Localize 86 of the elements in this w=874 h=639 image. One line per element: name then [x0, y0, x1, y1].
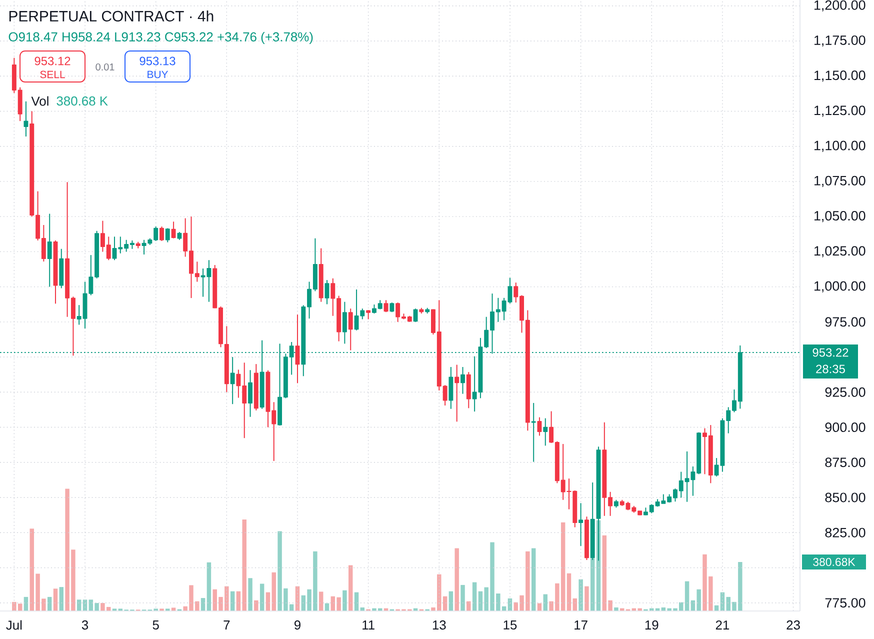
candlestick: [413, 308, 418, 322]
y-tick-label: 1,125.00: [814, 106, 866, 117]
annotation: Vol: [31, 96, 48, 106]
y-tick-label: 1,150.00: [814, 70, 866, 82]
y-tick-label: 850.00: [825, 492, 866, 502]
candlestick: [248, 370, 253, 418]
y-tick-label: 1,025.00: [814, 246, 866, 258]
bar: [543, 594, 548, 611]
annotation: SELL: [40, 70, 65, 78]
candlestick: [165, 228, 170, 243]
text: 28:35: [816, 364, 845, 374]
y-tick-label: 1,075.00: [814, 176, 866, 188]
annotation: BUY: [148, 70, 168, 78]
x-tick-label: 19: [645, 620, 658, 630]
bar: [348, 565, 353, 611]
x-tick-label: 11: [362, 620, 374, 630]
bar: [684, 581, 690, 611]
text: O918.47 H958.24 L913.23 C953.22 +34.76 (+3.78%): [8, 32, 313, 44]
candlestick: [324, 280, 330, 305]
bar: [318, 592, 324, 611]
x-tick-label: 7: [224, 620, 230, 630]
candlestick: [24, 100, 28, 138]
y-tick-label: 775.00: [825, 598, 866, 608]
x-tick-label: 5: [152, 620, 159, 630]
bar: [584, 586, 589, 611]
bar: [206, 562, 212, 611]
bar: [460, 584, 465, 611]
candlestick: [160, 226, 164, 242]
bar: [454, 548, 459, 611]
candlestick: [171, 221, 176, 239]
x-tick-label: 9: [294, 620, 300, 630]
x-tick-label: 3: [82, 620, 88, 630]
y-tick-label: 925.00: [825, 387, 866, 397]
bar: [566, 573, 572, 611]
annotation: 0.01: [96, 63, 114, 71]
x-tick-label: 13: [432, 620, 446, 630]
bar: [200, 598, 206, 611]
candlestick: [384, 300, 388, 313]
annotation: 953.12: [34, 56, 70, 66]
candlestick: [366, 310, 371, 320]
bar: [531, 548, 536, 611]
y-tick-label: 900.00: [825, 422, 866, 432]
y-tick-label: 1,100.00: [814, 140, 866, 152]
bar: [248, 578, 252, 611]
bar: [472, 582, 477, 611]
annotation: 380.68 K: [56, 96, 108, 106]
candlestick: [578, 502, 584, 546]
candlestick: [454, 364, 460, 422]
y-tick-label: 1,175.00: [814, 35, 866, 47]
candlestick: [295, 314, 300, 384]
annotation: 953.13: [140, 56, 176, 66]
x-tick-label: Jul: [6, 620, 22, 630]
bar: [614, 607, 618, 611]
candlestick: [448, 366, 454, 410]
bar: [53, 588, 58, 611]
candlestick: [230, 356, 235, 405]
x-tick-label: 17: [574, 620, 588, 630]
x-tick-label: 15: [504, 620, 517, 630]
candlestick: [348, 308, 353, 351]
y-tick-label: 1,000.00: [814, 281, 866, 292]
bar: [260, 584, 264, 611]
candlestick: [390, 302, 394, 313]
candlestick: [47, 213, 52, 288]
bar: [230, 591, 235, 611]
bar: [342, 590, 347, 611]
y-tick-label: 975.00: [825, 317, 866, 327]
candlestick: [537, 416, 542, 436]
candlestick: [543, 418, 548, 446]
y-tick-label: 1,050.00: [814, 211, 866, 222]
x-tick-label: 21: [716, 620, 730, 630]
text: 380.68K: [813, 558, 856, 566]
x-tick-label: 23: [786, 620, 800, 630]
text: PERPETUAL CONTRACT · 4h: [9, 10, 214, 22]
candlestick: [342, 301, 347, 344]
bar: [354, 592, 359, 611]
y-tick-label: 825.00: [825, 528, 866, 538]
bar: [59, 587, 64, 611]
bar: [254, 600, 258, 611]
candlestick: [460, 366, 465, 394]
y-tick-label: 1,200.00: [814, 0, 866, 12]
bar: [466, 601, 471, 611]
bar: [448, 591, 454, 611]
ref-line-label: 953.22: [812, 348, 848, 357]
bar: [578, 579, 583, 611]
y-tick-label: 875.00: [825, 458, 866, 468]
bar: [76, 600, 82, 611]
